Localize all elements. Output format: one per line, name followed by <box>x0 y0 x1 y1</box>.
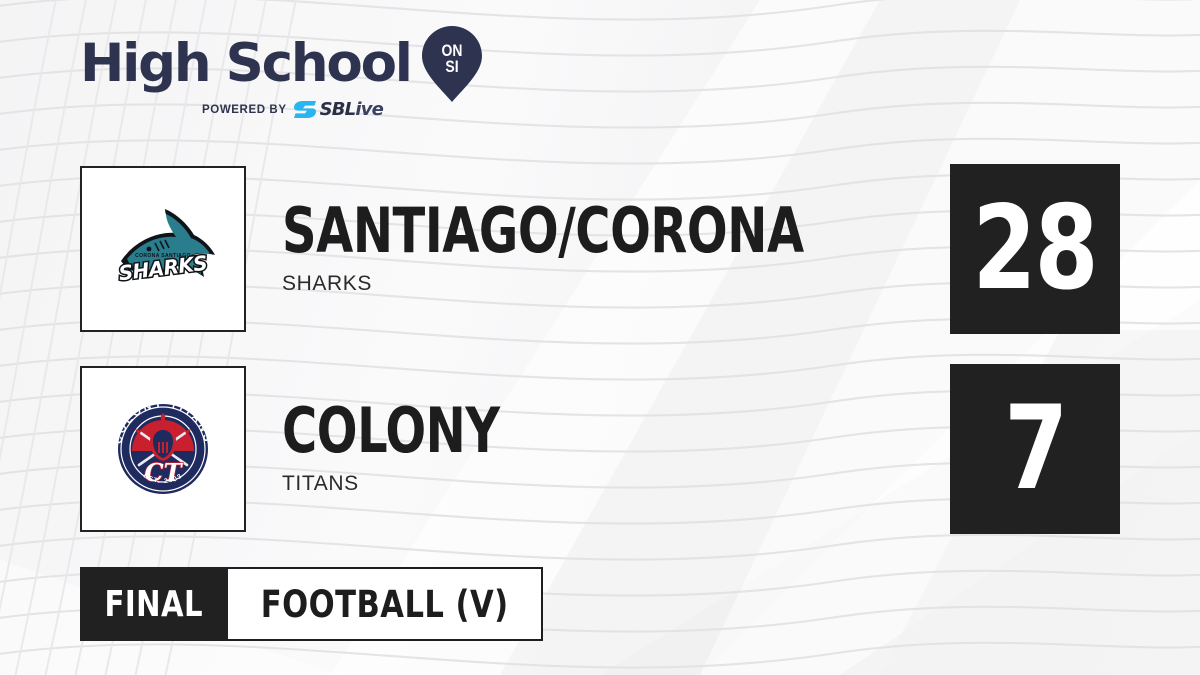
sblive-light: ive <box>355 98 384 120</box>
game-state-badge: FINAL <box>80 567 228 641</box>
team-row: CT COLONY TITANS EST. 2003 COLONY TITANS… <box>80 364 1120 534</box>
page-title: High School <box>80 32 413 94</box>
team-name: COLONY <box>282 393 500 467</box>
team-row: CORONA SANTIAGO SHARKS SANTIAGO/CORONA S… <box>80 164 1120 334</box>
team-info: COLONY TITANS <box>282 393 950 497</box>
powered-by-label: POWERED BY <box>202 103 287 116</box>
svg-text:CORONA SANTIAGO: CORONA SANTIAGO <box>135 253 191 259</box>
team-score-box: 28 <box>950 164 1120 334</box>
team-score: 28 <box>972 181 1099 316</box>
sblive-wordmark: SBLive <box>319 98 384 120</box>
svg-text:CT: CT <box>145 458 184 487</box>
team-score-box: 7 <box>950 364 1120 534</box>
team-mascot: SHARKS <box>282 272 372 296</box>
team-score: 7 <box>1003 381 1068 516</box>
brand-lockup: High School ON SI POWERED BY SBLive <box>80 26 510 132</box>
game-state-label: FINAL <box>104 583 204 625</box>
team-mascot: TITANS <box>282 472 359 496</box>
sport-label: FOOTBALL (V) <box>260 582 509 626</box>
team-info: SANTIAGO/CORONA SHARKS <box>282 193 950 297</box>
sport-badge: FOOTBALL (V) <box>228 567 544 641</box>
sblive-bold: SBL <box>319 98 357 120</box>
team-name: SANTIAGO/CORONA <box>282 193 804 267</box>
team-logo-box: CT COLONY TITANS EST. 2003 <box>80 366 246 532</box>
titans-crest-icon: CT COLONY TITANS EST. 2003 <box>112 398 211 494</box>
status-bar: FINAL FOOTBALL (V) <box>80 567 544 641</box>
sblive-s-mark-icon <box>293 101 316 118</box>
on-si-pin-icon: ON SI <box>421 25 483 103</box>
team-logo-box: CORONA SANTIAGO SHARKS <box>80 166 246 332</box>
pin-label-on: ON <box>441 41 463 60</box>
pin-label-si: SI <box>445 57 459 76</box>
sblive-logo: SBLive <box>293 98 384 120</box>
sharks-crest-icon: CORONA SANTIAGO SHARKS <box>116 209 215 287</box>
brand-title-row: High School ON SI <box>80 26 510 102</box>
powered-by-row: POWERED BY SBLive <box>80 100 510 119</box>
